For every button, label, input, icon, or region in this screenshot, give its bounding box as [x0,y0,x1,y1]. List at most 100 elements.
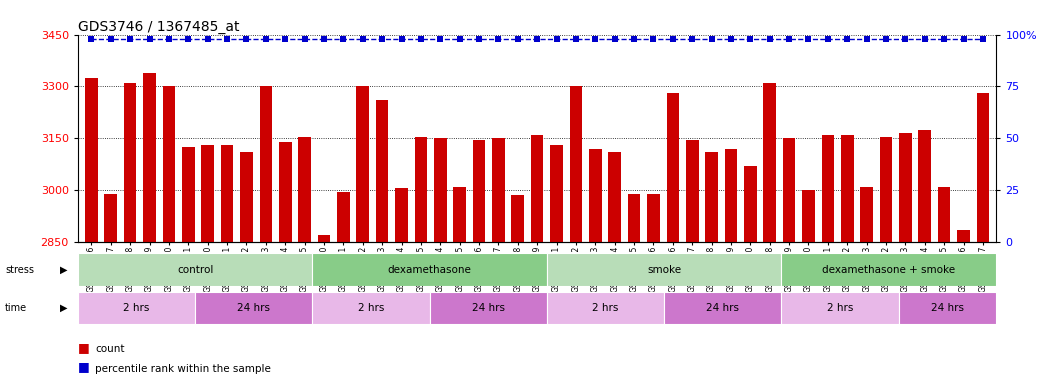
Bar [608,152,621,242]
Bar [454,187,466,242]
Point [626,36,643,42]
Point [103,36,119,42]
Point [374,36,390,42]
Point [722,36,739,42]
Text: 24 hrs: 24 hrs [931,303,964,313]
Bar [550,145,563,242]
Point [296,36,312,42]
Bar [124,83,136,242]
Bar [628,194,640,242]
Point [588,36,604,42]
Bar [492,138,504,242]
Text: dexamethasone + smoke: dexamethasone + smoke [822,265,956,275]
Bar [547,292,664,324]
Point [141,36,158,42]
Bar [512,195,524,242]
Bar [337,192,350,242]
Bar [782,292,899,324]
Bar [802,190,815,242]
Point [335,36,352,42]
Text: stress: stress [5,265,34,275]
Bar [841,135,853,242]
Bar [530,135,544,242]
Point [839,36,855,42]
Bar [782,253,996,286]
Text: dexamethasone: dexamethasone [388,265,471,275]
Point [510,36,526,42]
Point [316,36,332,42]
Bar [783,138,795,242]
Text: 2 hrs: 2 hrs [593,303,619,313]
Point [432,36,448,42]
Text: 24 hrs: 24 hrs [706,303,739,313]
Point [800,36,817,42]
Text: smoke: smoke [647,265,681,275]
Point [470,36,487,42]
Point [393,36,410,42]
Bar [312,292,430,324]
Text: ■: ■ [78,360,89,373]
Bar [589,149,602,242]
Bar [78,292,195,324]
Point [277,36,294,42]
Bar [861,187,873,242]
Bar [414,136,428,242]
Bar [260,86,272,242]
Bar [664,292,782,324]
Point [490,36,507,42]
Bar [434,138,446,242]
Point [878,36,895,42]
Bar [647,194,660,242]
Point [897,36,913,42]
Bar [899,133,911,242]
Bar [298,136,311,242]
Bar [201,145,214,242]
Bar [763,83,776,242]
Point [684,36,701,42]
Bar [143,73,156,242]
Bar [570,86,582,242]
Text: percentile rank within the sample: percentile rank within the sample [95,364,271,374]
Bar [376,100,388,242]
Text: 24 hrs: 24 hrs [238,303,270,313]
Text: control: control [176,265,214,275]
Point [955,36,972,42]
Point [161,36,177,42]
Point [412,36,429,42]
Point [528,36,546,42]
Point [238,36,254,42]
Bar [472,140,486,242]
Bar [312,253,547,286]
Point [452,36,468,42]
Bar [105,194,117,242]
Point [83,36,100,42]
Text: ▶: ▶ [60,265,67,275]
Bar [744,166,757,242]
Point [975,36,991,42]
Text: time: time [5,303,27,313]
Bar [240,152,253,242]
Bar [938,187,951,242]
Bar [725,149,737,242]
Bar [318,235,330,242]
Bar [163,86,175,242]
Bar [957,230,969,242]
Point [917,36,933,42]
Text: 2 hrs: 2 hrs [124,303,149,313]
Point [548,36,565,42]
Point [199,36,216,42]
Point [354,36,371,42]
Bar [195,292,312,324]
Point [781,36,797,42]
Bar [919,129,931,242]
Bar [977,93,989,242]
Point [742,36,759,42]
Text: ▶: ▶ [60,303,67,313]
Bar [395,188,408,242]
Bar [182,147,194,242]
Bar [85,78,98,242]
Text: count: count [95,344,125,354]
Text: 2 hrs: 2 hrs [827,303,853,313]
Bar [78,253,312,286]
Point [664,36,681,42]
